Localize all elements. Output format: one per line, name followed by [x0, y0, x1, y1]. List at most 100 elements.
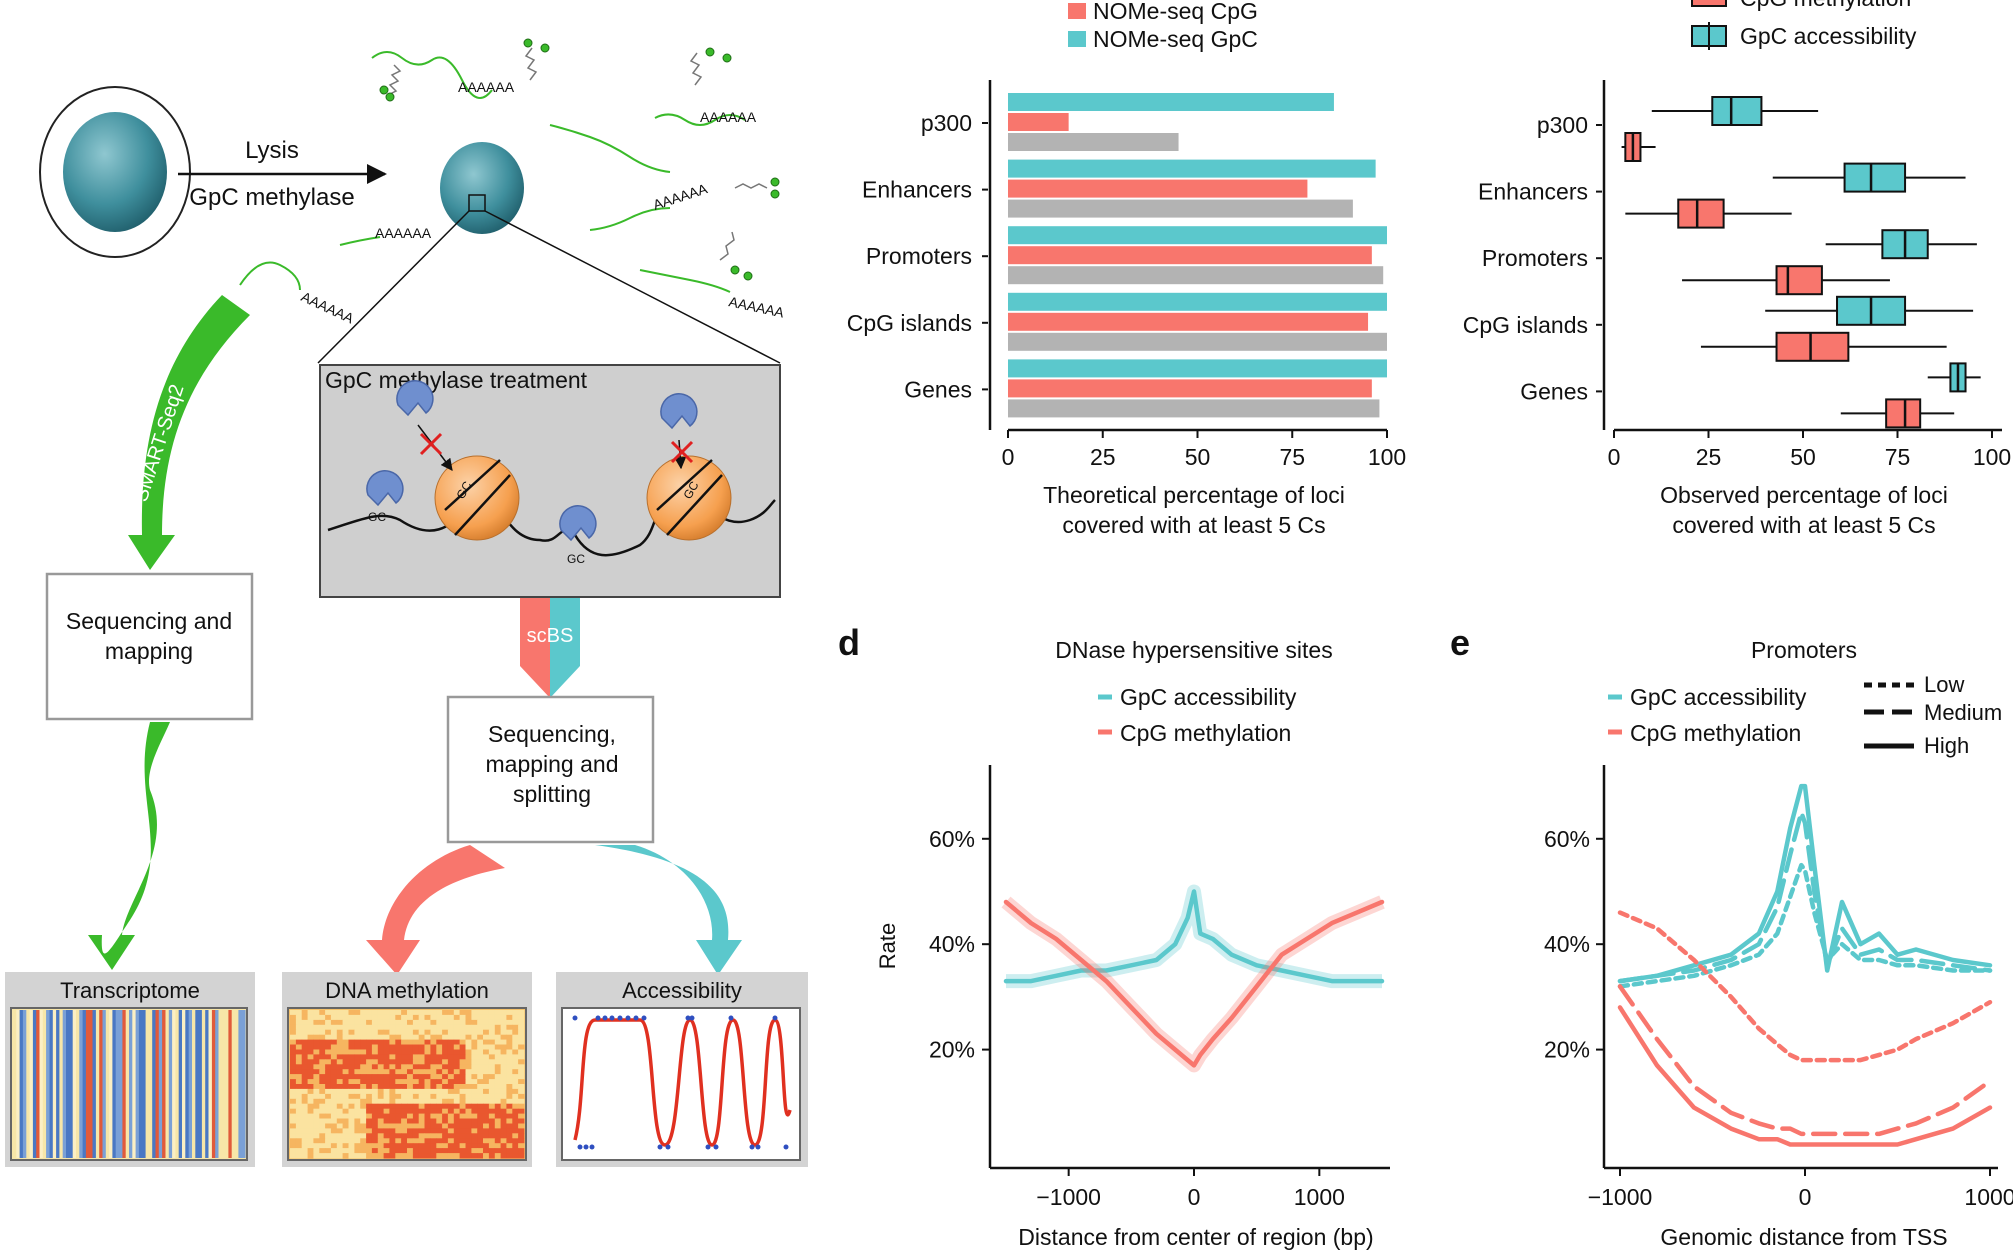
heatmap-cell: [307, 1049, 314, 1055]
legend-label-cpg: CpG methylation: [1120, 720, 1291, 746]
heatmap-cell: [424, 1084, 431, 1090]
heatmap-cell: [313, 1133, 320, 1139]
heatmap-cell: [348, 1074, 355, 1080]
heatmap-cell: [424, 1153, 431, 1159]
heatmap-cell: [313, 1103, 320, 1110]
heatmap-cell: [512, 1034, 519, 1041]
heatmap-cell: [465, 1118, 472, 1124]
heatmap-cell: [500, 1034, 507, 1041]
heatmap-cell: [494, 1014, 502, 1021]
heatmap-cell: [330, 1019, 338, 1026]
heatmap-cell: [307, 1019, 314, 1026]
mrna-strand: [589, 207, 671, 231]
heatmap-cell: [389, 1098, 396, 1105]
nucleosome: [646, 455, 732, 541]
heatmap-cell: [395, 1103, 402, 1110]
bar-reference: [1008, 266, 1384, 285]
heatmap-cell: [336, 1108, 344, 1115]
seq-map-right-line2: mapping and: [486, 751, 619, 777]
heatmap-cell: [295, 1128, 303, 1134]
heatmap-cell: [418, 1143, 425, 1149]
heatmap-cell: [436, 1019, 443, 1026]
heatmap-cell: [336, 1049, 344, 1055]
heatmap-cell: [336, 1034, 344, 1041]
heatmap-cell: [465, 1153, 472, 1159]
heatmap-cell: [307, 1148, 314, 1154]
heatmap-cell: [135, 1010, 140, 1158]
heatmap-cell: [69, 1010, 74, 1158]
heatmap-cell: [442, 1153, 449, 1159]
heatmap-cell: [494, 1079, 502, 1085]
heatmap-cell: [518, 1103, 525, 1110]
heatmap-cell: [407, 1093, 414, 1100]
heatmap-cell: [447, 1084, 455, 1090]
heatmap-cell: [418, 1128, 425, 1134]
heatmap-cell: [518, 1133, 525, 1139]
heatmap-cell: [430, 1108, 437, 1115]
dna-wrap: [444, 459, 511, 536]
methylase-label: GpC methylase: [189, 184, 354, 211]
heatmap-cell: [401, 1148, 408, 1154]
heatmap-cell: [307, 1084, 314, 1090]
heatmap-cell: [389, 1054, 396, 1060]
panel-e-letter: e: [1450, 622, 1470, 663]
heatmap-cell: [459, 1014, 466, 1021]
heatmap-cell: [348, 1024, 355, 1031]
heatmap-cell: [436, 1153, 443, 1159]
heatmap-cell: [325, 1103, 332, 1110]
heatmap-cell: [483, 1108, 490, 1115]
heatmap-cell: [290, 1113, 297, 1119]
heatmap-cell: [436, 1049, 443, 1055]
heatmap-cell: [447, 1029, 455, 1036]
heatmap-cell: [319, 1034, 326, 1041]
heatmap-cell: [465, 1093, 472, 1100]
panel-b-barchart: NOMe-seq CpG NOMe-seq GpC p300 Enhancers P…: [847, 0, 1406, 538]
heatmap-cell: [395, 1059, 402, 1065]
heatmap-cell: [494, 1098, 502, 1105]
heatmap-cell: [307, 1108, 314, 1115]
polya-label: AAAAAA: [458, 79, 515, 95]
heatmap-cell: [330, 1084, 338, 1090]
heatmap-cell: [342, 1093, 349, 1100]
heatmap-cell: [471, 1059, 478, 1065]
heatmap-cell: [471, 1049, 478, 1055]
heatmap-cell: [336, 1069, 344, 1075]
panel-d-ylabel: Rate: [875, 923, 900, 969]
heatmap-cell: [430, 1059, 437, 1065]
heatmap-cell: [132, 1010, 137, 1158]
heatmap-cell: [453, 1069, 461, 1075]
heatmap-cell: [360, 1084, 367, 1090]
heatmap-cell: [465, 1123, 472, 1129]
series-line-gpc-accessibility-high: [1617, 783, 1993, 984]
heatmap-cell: [418, 1103, 425, 1110]
heatmap-cell: [506, 1148, 513, 1154]
heatmap-cell: [436, 1103, 443, 1110]
heatmap-cell: [512, 1108, 519, 1115]
heatmap-cell: [512, 1014, 519, 1021]
heatmap-cell: [301, 1039, 308, 1045]
heatmap-cell: [488, 1098, 496, 1105]
heatmap-cell: [453, 1143, 461, 1149]
heatmap-cell: [459, 1088, 466, 1095]
heatmap-cell: [442, 1098, 449, 1105]
mrna-strand: [339, 236, 381, 246]
heatmap-cell: [407, 1123, 414, 1129]
heatmap-cell: [483, 1093, 490, 1100]
heatmap-cell: [307, 1034, 314, 1041]
heatmap-cell: [512, 1079, 519, 1085]
heatmap-cell: [383, 1064, 390, 1070]
heatmap-cell: [307, 1138, 314, 1144]
heatmap-cell: [395, 1039, 402, 1045]
heatmap-cell: [125, 1010, 130, 1158]
mrna-strand: [549, 124, 671, 173]
heatmap-cell: [477, 1064, 484, 1070]
heatmap-cell: [342, 1153, 349, 1159]
heatmap-cell: [418, 1118, 425, 1124]
heatmap-cell: [13, 1010, 17, 1158]
heatmap-cell: [330, 1074, 338, 1080]
heatmap-cell: [430, 1138, 437, 1144]
heatmap-cell: [290, 1054, 297, 1060]
bar-reference: [1008, 199, 1353, 218]
heatmap-cell: [518, 1128, 525, 1134]
heatmap-cell: [290, 1079, 297, 1085]
